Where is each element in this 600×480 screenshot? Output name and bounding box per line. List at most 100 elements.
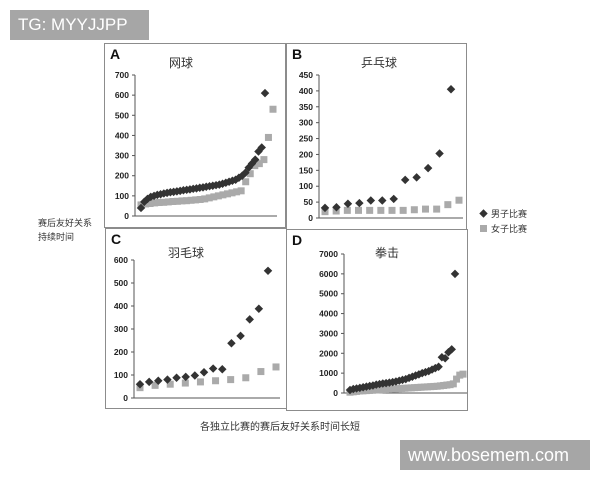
women-data-point [251, 162, 259, 170]
men-data-point [263, 266, 273, 276]
men-data-point [172, 373, 181, 383]
women-data-point [205, 194, 213, 202]
y-tick-label: 7000 [319, 249, 338, 259]
y-tick-label: 450 [299, 70, 313, 80]
women-data-point [260, 156, 268, 164]
women-data-point [219, 191, 227, 199]
women-data-point [212, 377, 220, 385]
y-tick-label: 500 [115, 110, 129, 120]
y-tick-label: 0 [123, 393, 128, 403]
scatter-plot: 0 1000 2000 3000 4000 5000 6000 7000 [319, 249, 467, 398]
men-data-point [181, 372, 190, 382]
men-data-point [366, 196, 376, 205]
men-data-point [227, 339, 236, 348]
y-tick-label: 0 [333, 388, 338, 398]
women-data-point [151, 199, 159, 207]
men-data-point [389, 194, 398, 204]
men-data-point [254, 304, 264, 314]
women-data-point [264, 133, 272, 141]
women-data-point [449, 380, 457, 388]
women-data-point [410, 206, 418, 214]
legend-item-men: 男子比赛 [479, 206, 528, 221]
panel-letter: A [110, 46, 121, 62]
panel-title: 网球 [169, 56, 194, 70]
men-data-point [412, 173, 421, 182]
women-data-point [255, 160, 263, 168]
y-axis-label-line2: 持续时间 [38, 233, 75, 243]
women-data-point [422, 205, 429, 213]
y-tick-label: 150 [299, 165, 313, 175]
women-data-point [388, 206, 396, 214]
panel-title: 乒乓球 [361, 56, 398, 70]
men-data-point [447, 345, 456, 354]
men-data-point [423, 163, 433, 173]
men-data-point [355, 198, 364, 208]
y-tick-label: 6000 [319, 269, 338, 279]
watermark-top: TG: MYYJJPP [10, 10, 149, 40]
y-tick-label: 350 [299, 102, 313, 112]
y-tick-label: 200 [115, 171, 129, 181]
panel-letter: B [292, 46, 303, 62]
women-data-point [169, 197, 177, 205]
panel-title: 羽毛球 [168, 246, 205, 260]
y-tick-label: 100 [299, 181, 313, 191]
women-data-point [187, 196, 195, 204]
men-data-point [343, 199, 353, 208]
women-data-point [173, 197, 181, 205]
y-tick-label: 700 [115, 70, 129, 80]
women-data-point [155, 199, 163, 207]
y-tick-label: 600 [114, 255, 128, 265]
y-tick-label: 500 [114, 278, 128, 288]
y-tick-label: 4000 [319, 309, 338, 319]
women-data-point [233, 188, 241, 196]
men-data-point [257, 143, 266, 152]
women-data-point [196, 378, 204, 386]
panel-letter: C [111, 231, 122, 247]
women-data-point [272, 363, 280, 371]
men-data-point [144, 377, 154, 387]
women-data-point [146, 200, 154, 208]
y-tick-label: 300 [115, 151, 129, 161]
scatter-plot: 0 100 200 300 400 500 600 700 [115, 70, 277, 221]
diamond-marker-icon [479, 209, 488, 218]
y-tick-label: 250 [299, 134, 313, 144]
women-data-point [201, 195, 209, 203]
men-data-point [236, 331, 245, 341]
men-data-point [163, 375, 172, 384]
women-data-point [366, 206, 374, 214]
men-data-point [245, 315, 254, 324]
y-tick-label: 200 [114, 347, 128, 357]
women-data-point [181, 379, 189, 387]
y-tick-label: 5000 [319, 289, 338, 299]
legend-label-men: 男子比赛 [491, 210, 528, 220]
y-axis-label-line1: 赛后友好关系 [38, 219, 93, 229]
men-data-point [250, 155, 260, 164]
women-data-point [196, 195, 204, 203]
men-data-point [400, 175, 410, 185]
watermark-bottom: www.bosemem.com [400, 440, 590, 470]
women-data-point [242, 374, 250, 382]
men-data-point [199, 367, 209, 377]
women-data-point [164, 198, 172, 206]
men-data-point [260, 88, 270, 98]
women-data-point [343, 206, 351, 214]
panel-d-boxing: D 拳击 0 1000 2000 3000 4000 5000 6000 7000 [286, 229, 468, 411]
y-tick-label: 600 [115, 90, 129, 100]
women-data-point [399, 206, 407, 214]
men-data-point [208, 364, 218, 373]
panel-b-table-tennis: B 乒乓球 0 50 100 150 200 250 300 350 400 450 [286, 43, 467, 231]
scatter-plot: 0 100 200 300 400 500 600 [114, 255, 280, 403]
y-tick-label: 200 [299, 149, 313, 159]
women-data-point [237, 187, 245, 195]
men-data-point [446, 85, 456, 94]
women-data-point [178, 197, 186, 205]
panel-a-tennis: A 网球 0 100 200 300 400 500 600 700 [104, 43, 286, 228]
women-data-point [257, 368, 265, 376]
men-data-point [435, 149, 444, 158]
y-axis-label: 赛后友好关系 持续时间 [38, 217, 118, 245]
women-data-point [453, 375, 461, 383]
men-data-point [218, 365, 227, 374]
legend: 男子比赛 女子比赛 [479, 206, 528, 236]
women-data-point [246, 170, 254, 178]
x-axis-label: 各独立比赛的赛后友好关系时间长短 [200, 422, 360, 433]
